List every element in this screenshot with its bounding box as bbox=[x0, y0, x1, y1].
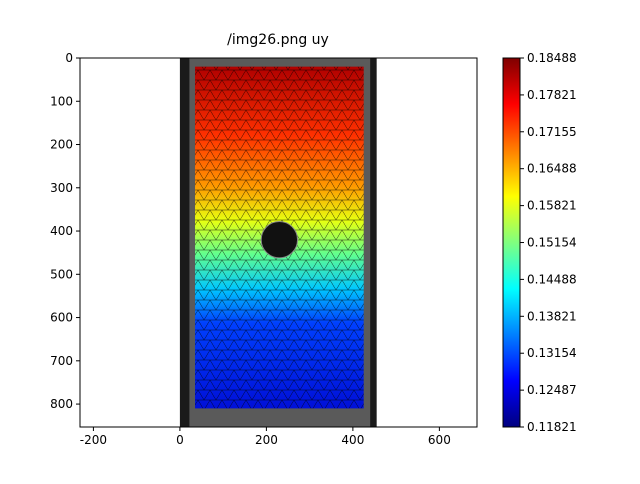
colorbar-tick-label: 0.11821 bbox=[527, 420, 577, 434]
colorbar-tick-label: 0.12487 bbox=[527, 383, 577, 397]
x-tick-label: 600 bbox=[428, 433, 451, 447]
colorbar bbox=[502, 57, 521, 428]
colorbar-tick-label: 0.13154 bbox=[527, 346, 577, 360]
y-tick-label: 0 bbox=[65, 51, 73, 65]
colorbar-tick-label: 0.18488 bbox=[527, 51, 577, 65]
x-tick-label: 400 bbox=[341, 433, 364, 447]
y-tick-label: 100 bbox=[50, 94, 73, 108]
colorbar-tick-label: 0.17155 bbox=[527, 125, 577, 139]
hole bbox=[260, 221, 299, 259]
axes-frame bbox=[79, 57, 478, 428]
colorbar-tick-label: 0.15821 bbox=[527, 199, 577, 213]
chart-title: /img26.png uy bbox=[227, 32, 329, 48]
x-tick-label: 0 bbox=[176, 433, 184, 447]
y-tick-label: 700 bbox=[50, 354, 73, 368]
x-tick-label: 200 bbox=[255, 433, 278, 447]
y-tick-label: 500 bbox=[50, 267, 73, 281]
colorbar-tick-label: 0.16488 bbox=[527, 162, 577, 176]
y-tick-label: 400 bbox=[50, 224, 73, 238]
x-tick-label: -200 bbox=[80, 433, 107, 447]
colorbar-tick-label: 0.13821 bbox=[527, 309, 577, 323]
y-tick-label: 300 bbox=[50, 181, 73, 195]
y-tick-label: 200 bbox=[50, 138, 73, 152]
colorbar-tick-label: 0.15154 bbox=[527, 236, 577, 250]
y-tick-label: 600 bbox=[50, 311, 73, 325]
y-tick-label: 800 bbox=[50, 397, 73, 411]
colorbar-tick-label: 0.14488 bbox=[527, 272, 577, 286]
colorbar-tick-label: 0.17821 bbox=[527, 88, 577, 102]
